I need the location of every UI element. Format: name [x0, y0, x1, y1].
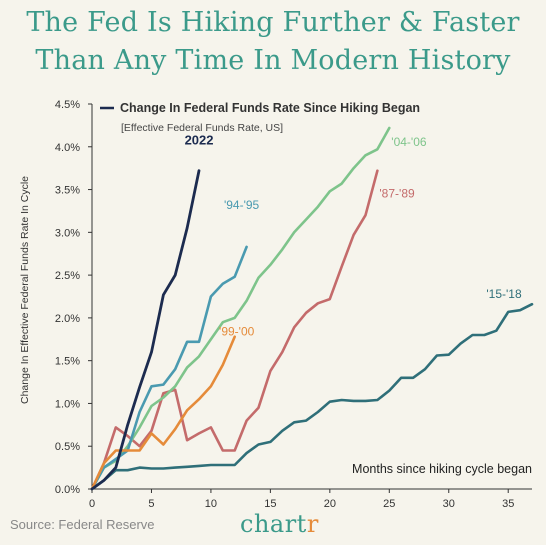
series-label: 2022 — [185, 133, 214, 148]
x-tick-label: 10 — [205, 498, 217, 510]
y-tick-label: 3.0% — [55, 227, 80, 239]
series-line — [90, 335, 236, 491]
x-tick-label: 30 — [443, 498, 455, 510]
brand-logo: chartr — [240, 510, 319, 538]
x-tick-label: 20 — [324, 498, 336, 510]
legend: Change In Federal Funds Rate Since Hikin… — [100, 101, 420, 134]
brand-accent: r — [306, 510, 319, 538]
source-note: Source: Federal Reserve — [10, 517, 155, 532]
series-line — [90, 302, 534, 491]
x-axis-label: Months since hiking cycle began — [352, 462, 532, 476]
y-tick-label: 4.0% — [55, 142, 80, 154]
chart-title: The Fed Is Hiking Further & Faster Than … — [0, 4, 546, 80]
series-line — [90, 169, 379, 491]
y-tick-label: 2.5% — [55, 270, 80, 282]
brand-main: chart — [240, 510, 307, 538]
x-tick-label: 5 — [148, 498, 154, 510]
series-label: '94-'95 — [224, 198, 260, 212]
y-tick-label: 1.5% — [55, 356, 80, 368]
series-line — [90, 169, 201, 491]
y-axis-label: Change In Effective Federal Funds Rate I… — [19, 176, 31, 404]
x-tick-label: 35 — [502, 498, 514, 510]
series-label: '87-'89 — [379, 187, 415, 201]
series-label: '99-'00 — [219, 325, 255, 339]
legend-title: Change In Federal Funds Rate Since Hikin… — [120, 101, 420, 115]
title-line-1: The Fed Is Hiking Further & Faster — [26, 7, 520, 38]
y-tick-label: 0.0% — [55, 484, 80, 496]
y-tick-label: 2.0% — [55, 313, 80, 325]
y-tick-label: 4.5% — [55, 99, 80, 111]
y-tick-label: 3.5% — [55, 185, 80, 197]
series-line — [90, 126, 391, 491]
axes: 0 5 10 15 20 25 30 35 0.0% 0.5% 1.0% 1.5% 2.0% 2.5% 3.… — [55, 99, 532, 510]
series-label: '15-'18 — [486, 287, 522, 301]
x-tick-label: 15 — [264, 498, 276, 510]
series-layer: '15-'18 '87-'89 '04-'06 '94-'95 '99-'00 2022 — [90, 126, 534, 491]
y-tick-label: 0.5% — [55, 441, 80, 453]
title-line-2: Than Any Time In Modern History — [35, 45, 511, 76]
legend-subtitle: [Effective Federal Funds Rate, US] — [121, 122, 283, 134]
y-tick-label: 1.0% — [55, 398, 80, 410]
series-label: '04-'06 — [391, 135, 427, 149]
x-tick-label: 0 — [89, 498, 95, 510]
x-tick-label: 25 — [383, 498, 395, 510]
